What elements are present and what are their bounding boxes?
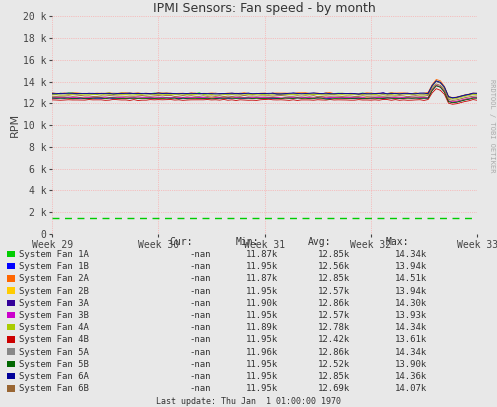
Text: Max:: Max: <box>385 237 409 247</box>
Text: 11.95k: 11.95k <box>246 372 278 381</box>
Text: 13.93k: 13.93k <box>395 311 427 320</box>
Text: 14.34k: 14.34k <box>395 323 427 332</box>
Text: System Fan 2A: System Fan 2A <box>19 274 89 283</box>
Text: System Fan 6A: System Fan 6A <box>19 372 89 381</box>
Text: 13.61k: 13.61k <box>395 335 427 344</box>
Text: 11.95k: 11.95k <box>246 384 278 393</box>
Text: 14.34k: 14.34k <box>395 348 427 357</box>
Text: -nan: -nan <box>190 348 211 357</box>
Text: 12.57k: 12.57k <box>318 287 350 295</box>
Text: System Fan 6B: System Fan 6B <box>19 384 89 393</box>
Text: 11.95k: 11.95k <box>246 287 278 295</box>
Text: 14.30k: 14.30k <box>395 299 427 308</box>
Text: Last update: Thu Jan  1 01:00:00 1970: Last update: Thu Jan 1 01:00:00 1970 <box>156 397 341 406</box>
Text: 11.96k: 11.96k <box>246 348 278 357</box>
Text: 13.90k: 13.90k <box>395 360 427 369</box>
Text: -nan: -nan <box>190 287 211 295</box>
Text: System Fan 2B: System Fan 2B <box>19 287 89 295</box>
Text: 12.85k: 12.85k <box>318 250 350 259</box>
Text: -nan: -nan <box>190 274 211 283</box>
Text: 12.85k: 12.85k <box>318 372 350 381</box>
Text: Min:: Min: <box>236 237 259 247</box>
Text: 12.56k: 12.56k <box>318 262 350 271</box>
Text: -nan: -nan <box>190 262 211 271</box>
Text: -nan: -nan <box>190 323 211 332</box>
Text: -nan: -nan <box>190 372 211 381</box>
Text: 14.36k: 14.36k <box>395 372 427 381</box>
Text: 12.57k: 12.57k <box>318 311 350 320</box>
Text: System Fan 3B: System Fan 3B <box>19 311 89 320</box>
Text: -nan: -nan <box>190 311 211 320</box>
Text: Cur:: Cur: <box>169 237 192 247</box>
Text: System Fan 4A: System Fan 4A <box>19 323 89 332</box>
Text: System Fan 5B: System Fan 5B <box>19 360 89 369</box>
Text: 11.90k: 11.90k <box>246 299 278 308</box>
Text: 12.85k: 12.85k <box>318 274 350 283</box>
Text: 14.34k: 14.34k <box>395 250 427 259</box>
Text: 11.95k: 11.95k <box>246 262 278 271</box>
Text: -nan: -nan <box>190 384 211 393</box>
Text: 14.07k: 14.07k <box>395 384 427 393</box>
Text: 14.51k: 14.51k <box>395 274 427 283</box>
Text: 12.78k: 12.78k <box>318 323 350 332</box>
Text: System Fan 1A: System Fan 1A <box>19 250 89 259</box>
Text: 11.95k: 11.95k <box>246 360 278 369</box>
Y-axis label: RPM: RPM <box>10 113 20 137</box>
Text: 11.87k: 11.87k <box>246 250 278 259</box>
Text: -nan: -nan <box>190 250 211 259</box>
Text: System Fan 1B: System Fan 1B <box>19 262 89 271</box>
Text: Avg:: Avg: <box>308 237 331 247</box>
Text: 11.95k: 11.95k <box>246 311 278 320</box>
Text: 12.42k: 12.42k <box>318 335 350 344</box>
Text: 12.69k: 12.69k <box>318 384 350 393</box>
Text: System Fan 5A: System Fan 5A <box>19 348 89 357</box>
Text: -nan: -nan <box>190 299 211 308</box>
Text: 12.86k: 12.86k <box>318 348 350 357</box>
Text: -nan: -nan <box>190 360 211 369</box>
Text: -nan: -nan <box>190 335 211 344</box>
Text: System Fan 4B: System Fan 4B <box>19 335 89 344</box>
Text: 13.94k: 13.94k <box>395 262 427 271</box>
Text: RRDTOOL / TOBI OETIKER: RRDTOOL / TOBI OETIKER <box>489 79 495 173</box>
Text: System Fan 3A: System Fan 3A <box>19 299 89 308</box>
Text: 13.94k: 13.94k <box>395 287 427 295</box>
Text: 11.87k: 11.87k <box>246 274 278 283</box>
Text: 11.95k: 11.95k <box>246 335 278 344</box>
Text: 11.89k: 11.89k <box>246 323 278 332</box>
Text: 12.86k: 12.86k <box>318 299 350 308</box>
Text: 12.52k: 12.52k <box>318 360 350 369</box>
Title: IPMI Sensors: Fan speed - by month: IPMI Sensors: Fan speed - by month <box>153 2 376 15</box>
